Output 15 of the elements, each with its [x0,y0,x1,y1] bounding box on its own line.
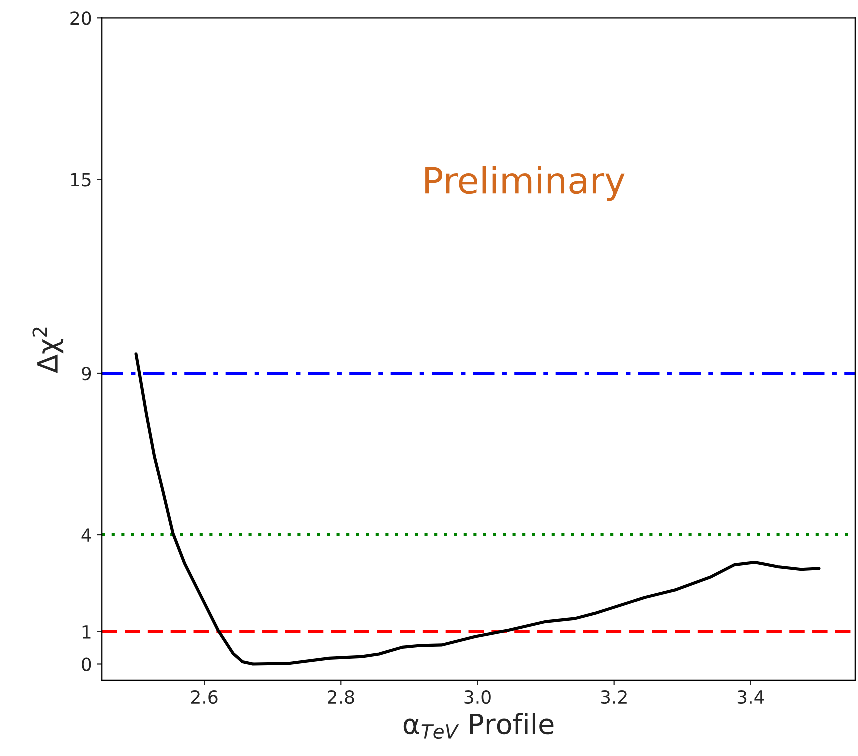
x-tick-label: 3.2 [601,690,627,704]
line-series [134,352,821,666]
y-tick-label: 1 [82,626,91,639]
y-tick-label: 0 [82,658,92,672]
y-axis-title: Δχ$^{2}$ [32,328,64,374]
x-tick-label: 3.0 [464,690,491,704]
x-tick-label: 2.8 [328,690,354,704]
x-tick-label: 2.6 [192,690,218,704]
x-axis-title: α$_{TeV}$ Profile [404,713,554,740]
y-tick-label: 20 [70,12,92,26]
y-tick-label: 15 [71,173,91,187]
annotation: Preliminary [426,166,625,202]
y-tick-label: 4 [82,528,92,542]
x-tick-label: 3.4 [738,690,764,704]
y-tick-label: 9 [82,366,92,381]
